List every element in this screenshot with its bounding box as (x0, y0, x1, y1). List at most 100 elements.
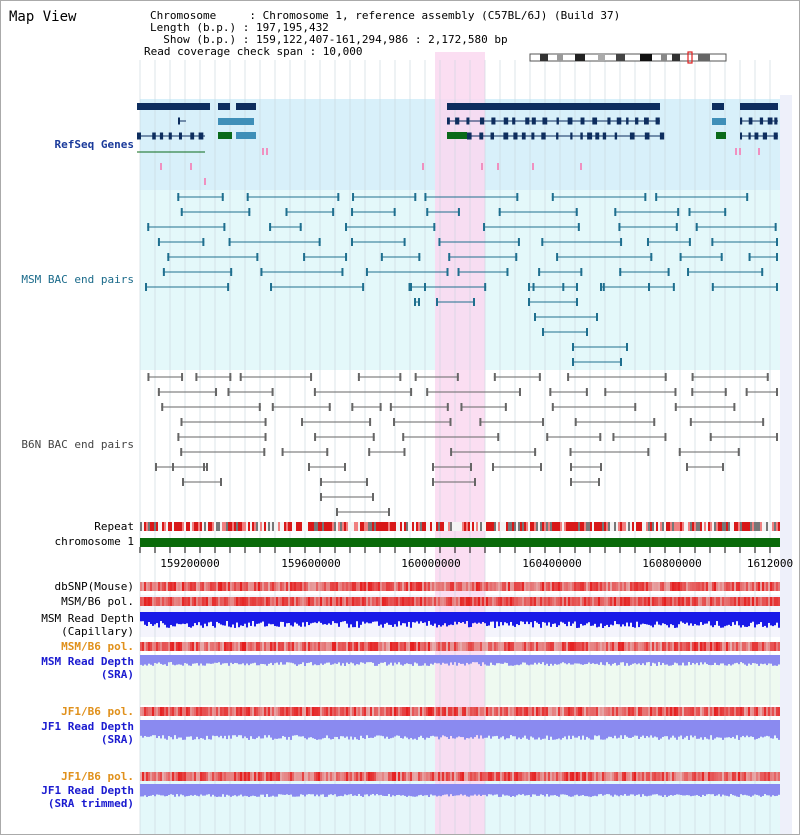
polymorphism-cell (712, 707, 714, 716)
read-depth-bar (230, 720, 232, 739)
read-depth-bar (648, 655, 650, 663)
polymorphism-cell (676, 582, 678, 591)
polymorphism-cell (606, 597, 608, 606)
read-depth-bar (226, 784, 228, 795)
polymorphism-cell (578, 707, 580, 716)
polymorphism-cell (266, 597, 268, 606)
read-depth-bar (364, 655, 366, 664)
read-depth-bar (484, 612, 486, 624)
polymorphism-cell (402, 597, 404, 606)
polymorphism-cell (380, 772, 382, 781)
polymorphism-cell (706, 597, 708, 606)
read-depth-bar (690, 784, 692, 797)
polymorphism-cell (634, 707, 636, 716)
msm-bac-pair-end (424, 283, 426, 291)
polymorphism-cell (340, 707, 342, 716)
repeat-segment (386, 522, 388, 531)
read-depth-bar (512, 720, 514, 737)
read-depth-bar (716, 784, 718, 796)
gene-exon (542, 117, 548, 125)
read-depth-bar (452, 720, 454, 739)
repeat-segment (582, 522, 584, 531)
read-depth-bar (424, 655, 426, 664)
read-depth-bar (220, 720, 222, 736)
track-label-b6n-bac[interactable]: B6N BAC end pairs (21, 438, 134, 451)
polymorphism-cell (290, 772, 292, 781)
track-label-refseq[interactable]: RefSeq Genes (54, 138, 134, 151)
refseq-gene (137, 103, 210, 110)
polymorphism-cell (624, 707, 626, 716)
gene-exon (740, 117, 743, 125)
polymorphism-cell (462, 597, 464, 606)
polymorphism-cell (394, 707, 396, 716)
polymorphism-cell (744, 772, 746, 781)
msm-bac-pair-end (362, 283, 365, 291)
read-depth-bar (260, 612, 262, 623)
msm-bac-pair-end (576, 283, 578, 291)
read-depth-bar (460, 655, 462, 664)
polymorphism-cell (534, 582, 536, 591)
read-depth-bar (580, 720, 582, 740)
polymorphism-cell (378, 582, 380, 591)
polymorphism-cell (766, 582, 768, 591)
polymorphism-cell (650, 772, 652, 781)
read-depth-bar (586, 784, 588, 797)
read-depth-bar (580, 612, 582, 624)
msm-bac-pair-end (556, 253, 559, 261)
polymorphism-cell (266, 642, 268, 651)
polymorphism-cell (164, 597, 166, 606)
polymorphism-cell (544, 707, 546, 716)
polymorphism-cell (496, 707, 498, 716)
polymorphism-cell (390, 772, 392, 781)
repeat-segment (344, 522, 346, 531)
polymorphism-cell (362, 707, 364, 716)
polymorphism-cell (236, 707, 238, 716)
repeat-segment (282, 522, 284, 531)
polymorphism-cell (304, 707, 306, 716)
polymorphism-cell (394, 772, 396, 781)
polymorphism-cell (438, 597, 440, 606)
polymorphism-cell (624, 597, 626, 606)
polymorphism-cell (704, 772, 706, 781)
polymorphism-cell (184, 582, 186, 591)
polymorphism-cell (306, 597, 308, 606)
repeat-segment (632, 522, 634, 531)
read-depth-bar (382, 720, 384, 737)
repeat-segment (248, 522, 250, 531)
read-depth-bar (306, 612, 308, 622)
msm-bac-pair-end (180, 208, 183, 216)
repeat-segment (474, 522, 476, 531)
gene-exon (525, 117, 530, 125)
polymorphism-cell (762, 707, 764, 716)
read-depth-bar (566, 612, 568, 627)
read-depth-bar (502, 612, 504, 626)
read-depth-bar (484, 784, 486, 795)
repeat-segment (764, 522, 766, 531)
read-depth-bar (742, 720, 744, 736)
polymorphism-cell (666, 707, 668, 716)
polymorphism-cell (536, 707, 538, 716)
read-depth-bar (258, 612, 260, 624)
polymorphism-cell (770, 707, 772, 716)
polymorphism-cell (436, 582, 438, 591)
read-depth-bar (294, 655, 296, 665)
gene-exon (644, 132, 650, 140)
polymorphism-cell (298, 707, 300, 716)
polymorphism-cell (386, 772, 388, 781)
polymorphism-cell (376, 582, 378, 591)
read-depth-bar (314, 784, 316, 797)
polymorphism-cell (754, 582, 756, 591)
track-label-msm-bac[interactable]: MSM BAC end pairs (21, 273, 134, 286)
read-depth-bar (330, 655, 332, 665)
polymorphism-cell (740, 642, 742, 651)
read-depth-bar (686, 720, 688, 736)
polymorphism-cell (772, 642, 774, 651)
b6n-bac-pair-end (320, 493, 322, 501)
read-depth-bar (654, 720, 656, 737)
repeat-segment (654, 522, 656, 531)
polymorphism-cell (504, 772, 506, 781)
b6n-bac-pair-end (351, 403, 354, 411)
repeat-segment (742, 522, 744, 531)
